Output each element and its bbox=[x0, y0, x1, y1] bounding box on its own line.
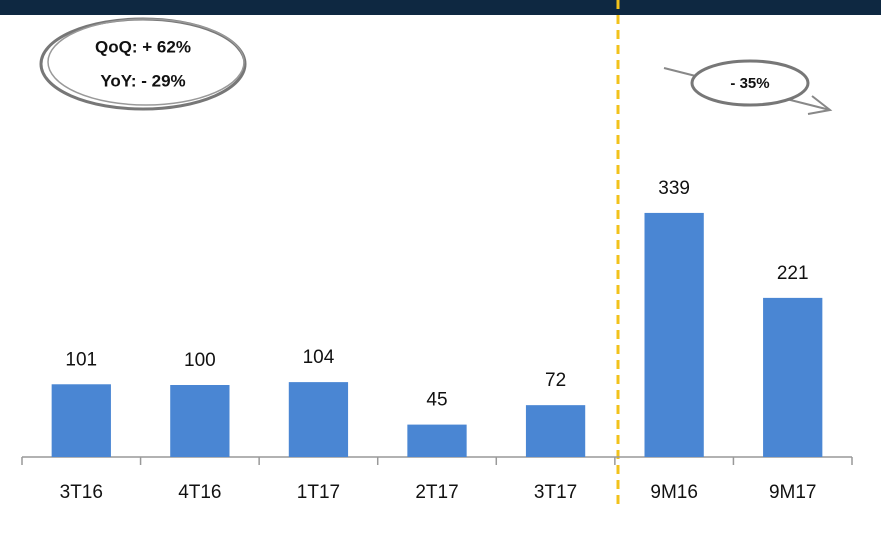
annotation-ellipse bbox=[47, 18, 245, 106]
value-label: 221 bbox=[777, 263, 809, 284]
bar bbox=[525, 405, 586, 457]
bar bbox=[51, 384, 111, 457]
x-tick-label: 4T16 bbox=[178, 482, 221, 503]
x-tick-label: 3T17 bbox=[534, 482, 577, 503]
x-tick-label: 1T17 bbox=[297, 482, 340, 503]
x-tick-label: 9M17 bbox=[769, 482, 817, 503]
value-label: 45 bbox=[426, 390, 447, 411]
bar bbox=[763, 297, 823, 457]
bar bbox=[407, 424, 467, 457]
x-tick-label: 9M16 bbox=[650, 482, 698, 503]
value-label: 100 bbox=[184, 350, 216, 371]
x-tick-label: 3T16 bbox=[60, 482, 103, 503]
annotation: YoY: - 29% bbox=[100, 71, 185, 90]
arrow-head bbox=[807, 95, 833, 115]
x-tick-label: 2T17 bbox=[415, 482, 458, 503]
value-label: 101 bbox=[65, 349, 97, 370]
value-label: 72 bbox=[545, 370, 566, 391]
annotation-ellipse bbox=[39, 17, 247, 111]
bar bbox=[288, 382, 349, 457]
value-label: 104 bbox=[303, 347, 335, 368]
annotation: - 35% bbox=[730, 75, 769, 92]
value-label: 339 bbox=[658, 178, 690, 199]
bar bbox=[170, 385, 230, 457]
header-bar bbox=[0, 0, 881, 15]
annotation: QoQ: + 62% bbox=[95, 37, 191, 56]
bar bbox=[644, 212, 704, 457]
annotation-ellipse bbox=[690, 59, 810, 107]
